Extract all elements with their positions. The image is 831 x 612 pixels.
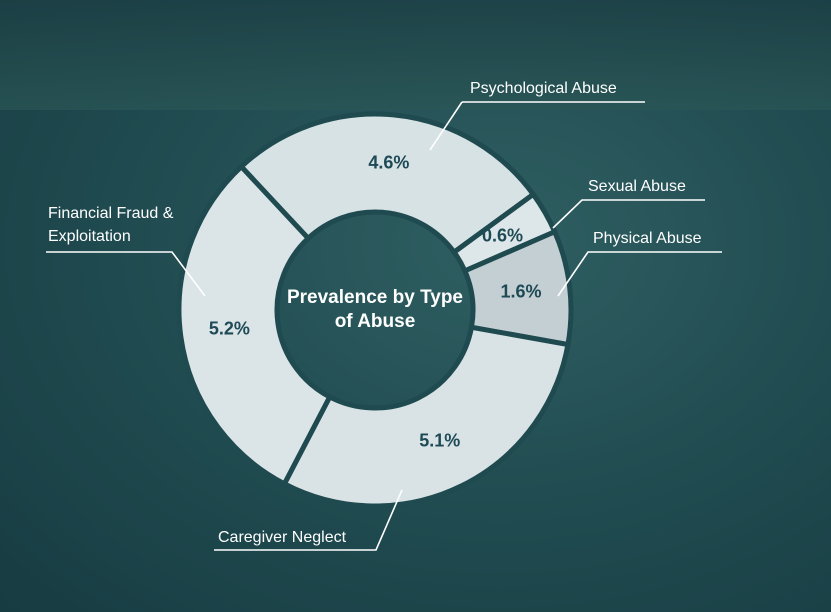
value-label: 4.6% xyxy=(368,152,409,172)
category-label: Sexual Abuse xyxy=(588,175,686,198)
category-label: Psychological Abuse xyxy=(470,77,617,100)
category-label: Financial Fraud & Exploitation xyxy=(48,202,183,248)
slice xyxy=(284,327,568,506)
value-label: 5.2% xyxy=(209,319,250,339)
category-label: Physical Abuse xyxy=(593,227,702,250)
leader-line xyxy=(558,252,722,296)
category-label: Caregiver Neglect xyxy=(218,526,346,549)
value-label: 0.6% xyxy=(482,226,523,246)
chart-title: Prevalence by Type of Abuse xyxy=(285,286,465,334)
value-label: 1.6% xyxy=(500,282,541,302)
chart: 4.6% 0.6% 1.6% 5.1% 5.2% Psychological Abuse… xyxy=(0,0,831,612)
leader-line xyxy=(553,200,705,228)
value-label: 5.1% xyxy=(419,431,460,451)
